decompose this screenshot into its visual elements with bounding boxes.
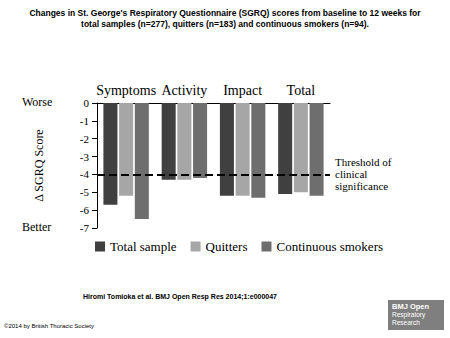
html-text:Hiromi Tomioka et al. BMJ Open: Hiromi Tomioka et al. BMJ Open Resp Res …: [83, 293, 277, 300]
svg-text:Symptoms: Symptoms: [96, 83, 156, 98]
svg-text:Quitters: Quitters: [206, 239, 248, 254]
svg-text:-2: -2: [80, 133, 89, 145]
svg-text:-5: -5: [80, 186, 90, 198]
html-text:Respiratory: Respiratory: [392, 311, 426, 318]
html-text:Research: Research: [392, 319, 420, 326]
svg-text:Total: Total: [287, 83, 316, 98]
svg-text:-6: -6: [80, 204, 90, 216]
svg-text:Continuous smokers: Continuous smokers: [276, 239, 383, 254]
svg-text:Total sample: Total sample: [110, 239, 177, 254]
svg-text:Threshold of: Threshold of: [335, 156, 394, 168]
svg-text:-3: -3: [80, 151, 90, 163]
svg-text:-7: -7: [80, 222, 90, 234]
svg-text:Δ SGRQ Score: Δ SGRQ Score: [32, 129, 46, 201]
svg-text:Activity: Activity: [161, 83, 207, 98]
svg-text:Impact: Impact: [223, 83, 262, 98]
html-text:©2014 by British Thoracic Soci: ©2014 by British Thoracic Society: [4, 323, 94, 329]
svg-text:0: 0: [84, 97, 90, 109]
html-text:BMJ Open: BMJ Open: [392, 302, 430, 311]
svg-text:-4: -4: [80, 168, 90, 180]
svg-text:clinical: clinical: [335, 168, 370, 180]
svg-text:Better: Better: [22, 220, 51, 234]
svg-text:significance: significance: [335, 180, 388, 192]
svg-text:-1: -1: [80, 115, 89, 127]
html-text:Changes in St. George's Respir: Changes in St. George's Respiratory Ques…: [29, 8, 421, 29]
svg-text:Worse: Worse: [22, 95, 52, 109]
